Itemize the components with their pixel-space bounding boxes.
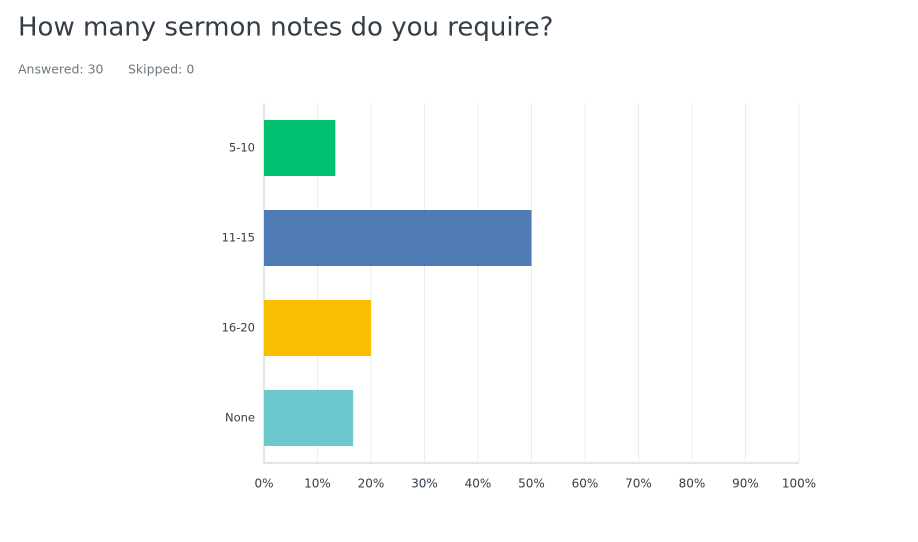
bar [264, 390, 354, 446]
bar [264, 300, 371, 356]
x-tick-label: 10% [304, 477, 331, 491]
x-tick-label: 90% [732, 477, 759, 491]
x-tick-label: 80% [679, 477, 706, 491]
x-tick-label: 20% [358, 477, 385, 491]
x-tick-label: 0% [254, 477, 273, 491]
x-tick-label: 50% [518, 477, 545, 491]
bar [264, 120, 336, 176]
category-label: 16-20 [222, 321, 255, 335]
bar [264, 210, 532, 266]
category-label: None [225, 411, 255, 425]
x-tick-label: 60% [572, 477, 599, 491]
skipped-count: Skipped: 0 [128, 62, 194, 77]
answered-count: Answered: 30 [18, 62, 104, 77]
category-label: 5-10 [229, 141, 255, 155]
x-tick-label: 40% [465, 477, 492, 491]
chart-title: How many sermon notes do you require? [18, 13, 553, 43]
x-tick-label: 100% [782, 477, 816, 491]
x-tick-label: 70% [625, 477, 652, 491]
category-label: 11-15 [222, 231, 255, 245]
x-tick-label: 30% [411, 477, 438, 491]
